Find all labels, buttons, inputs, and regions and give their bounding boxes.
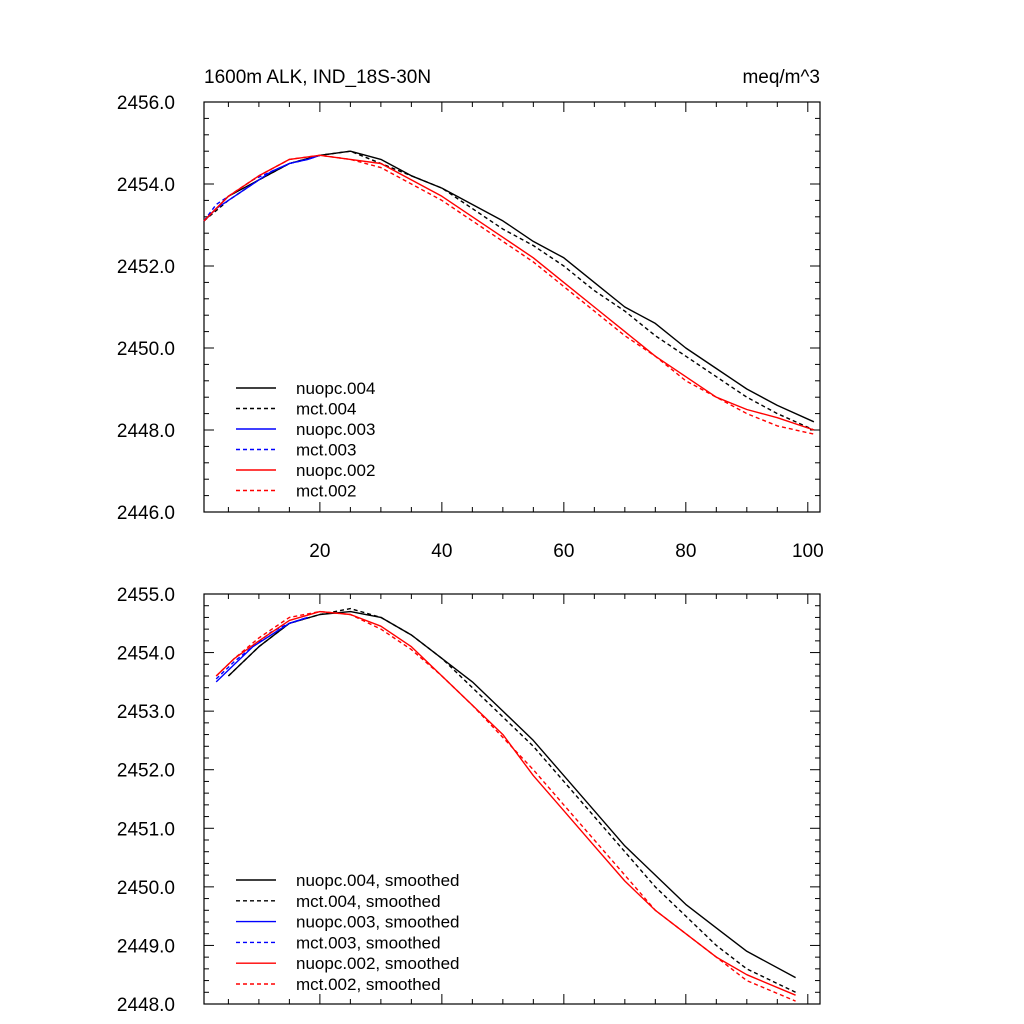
- y-tick-label: 2449.0: [117, 936, 175, 957]
- series-line-nuopc-003: [203, 154, 321, 222]
- legend-label: nuopc.004: [296, 379, 375, 398]
- x-tick-label: 60: [553, 541, 574, 562]
- y-tick-label: 2456.0: [117, 93, 175, 114]
- x-tick-label: 80: [675, 541, 696, 562]
- plot-frame: [203, 593, 821, 1005]
- chart-title: 1600m ALK, IND_18S-30N: [204, 67, 431, 88]
- legend-label: mct.004: [296, 400, 356, 419]
- y-tick-label: 2454.0: [117, 175, 175, 196]
- y-tick-label: 2448.0: [117, 995, 175, 1016]
- legend-label: mct.003: [296, 441, 356, 460]
- y-tick-label: 2453.0: [117, 702, 175, 723]
- y-tick-label: 2450.0: [117, 878, 175, 899]
- x-tick-label: 40: [431, 541, 452, 562]
- y-tick-label: 2452.0: [117, 257, 175, 278]
- plot-frame: [203, 101, 821, 513]
- y-tick-label: 2451.0: [117, 819, 175, 840]
- y-tick-label: 2454.0: [117, 644, 175, 665]
- legend-label: mct.004, smoothed: [296, 892, 441, 911]
- top-panel: 20 40 60 80 100 2446.0 2448.0 2450.0 2452.0 2454.…: [117, 93, 824, 562]
- y-tick-label: 2455.0: [117, 585, 175, 606]
- legend-label: mct.002, smoothed: [296, 975, 441, 994]
- units-label: meq/m^3: [742, 67, 820, 88]
- series-line-mct-003: [203, 154, 321, 222]
- y-tick-label: 2448.0: [117, 421, 175, 442]
- series-line-nuopc-003-smoothed: [215, 616, 308, 683]
- series-line-nuopc-002: [203, 154, 815, 431]
- x-tick-label: 100: [792, 541, 824, 562]
- legend-label: nuopc.003: [296, 420, 375, 439]
- series-line-mct-002-smoothed: [215, 610, 796, 1002]
- series-line-mct-002: [203, 154, 815, 435]
- y-tick-label: 2446.0: [117, 503, 175, 524]
- x-tick-label: 20: [309, 541, 330, 562]
- series-line-mct-004-smoothed: [227, 607, 796, 993]
- legend-label: nuopc.002: [296, 461, 375, 480]
- y-tick-label: 2452.0: [117, 761, 175, 782]
- legend-label: nuopc.002, smoothed: [296, 954, 460, 973]
- y-tick-label: 2450.0: [117, 339, 175, 360]
- legend-label: mct.003, smoothed: [296, 933, 441, 952]
- bottom-panel: 2448.0 2449.0 2450.0 2451.0 2452.0 2453.0 2454…: [117, 585, 821, 1016]
- legend-label: nuopc.004, smoothed: [296, 871, 460, 890]
- series-line-nuopc-002-smoothed: [215, 610, 796, 996]
- legend-label: nuopc.003, smoothed: [296, 913, 460, 932]
- series-line-mct-003-smoothed: [215, 616, 308, 680]
- legend-label: mct.002: [296, 482, 356, 501]
